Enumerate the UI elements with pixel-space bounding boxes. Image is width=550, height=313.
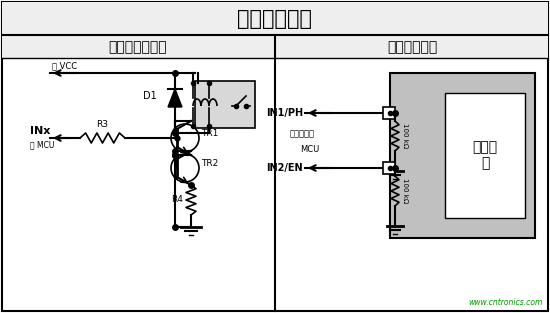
Text: R3: R3	[96, 120, 108, 129]
Text: INx: INx	[30, 126, 51, 136]
Text: D1: D1	[143, 91, 157, 101]
Bar	[445, 93, 525, 218]
Text: 100 kΩ: 100 kΩ	[402, 123, 408, 149]
Text: TR2: TR2	[201, 158, 218, 167]
Text: 至 MCU: 至 MCU	[30, 140, 54, 149]
Text: 至 VCC: 至 VCC	[52, 61, 77, 70]
Text: 继电器解决方案: 继电器解决方案	[109, 40, 167, 54]
Text: 直接连接到: 直接连接到	[290, 129, 315, 138]
Bar	[390, 73, 535, 238]
Text: IN2/EN: IN2/EN	[266, 163, 303, 173]
Bar	[2, 35, 275, 58]
Bar	[275, 35, 548, 58]
Polygon shape	[168, 89, 182, 107]
Bar	[383, 107, 395, 119]
Text: IN1/PH: IN1/PH	[266, 108, 303, 118]
Bar	[383, 162, 395, 174]
Text: 数字内
核: 数字内 核	[472, 141, 498, 171]
Text: MCU: MCU	[300, 145, 319, 154]
Text: 100 kΩ: 100 kΩ	[402, 178, 408, 204]
Text: TR1: TR1	[201, 129, 218, 137]
Bar	[195, 81, 255, 128]
Text: 数字控制接口: 数字控制接口	[238, 9, 312, 29]
Text: www.cntronics.com: www.cntronics.com	[469, 298, 543, 307]
Text: 固态解决方案: 固态解决方案	[387, 40, 437, 54]
Text: R4: R4	[171, 196, 183, 204]
Bar	[2, 2, 548, 35]
